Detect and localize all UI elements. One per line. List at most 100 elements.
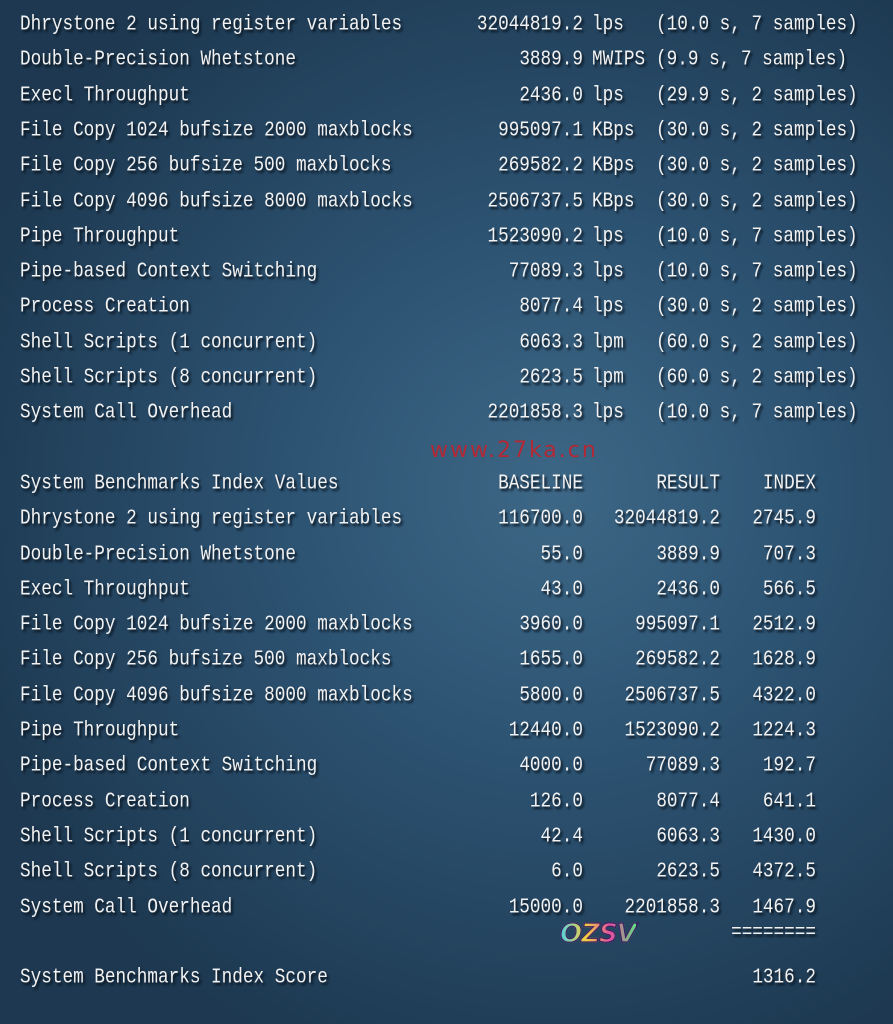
index-row: File Copy 4096 bufsize 8000 maxblocks 580… [0, 679, 893, 714]
benchmark-value: 8077.4 [519, 294, 583, 320]
benchmark-name: Pipe Throughput [20, 224, 180, 249]
benchmark-unit: MWIPS [592, 47, 646, 73]
result-value: 995097.1 [635, 612, 720, 637]
result-value: 77089.3 [645, 753, 720, 779]
result-row: Process Creation 8077.4 lps (30.0 s, 2 samp… [0, 290, 893, 325]
result-value: 8077.4 [656, 788, 720, 814]
baseline-value: 4000.0 [519, 753, 583, 779]
benchmark-value: 32044819.2 [476, 12, 583, 37]
benchmark-unit: lps [592, 12, 624, 37]
result-value: 2623.5 [656, 859, 720, 884]
separator-row: ======== [0, 916, 893, 951]
benchmark-name: Execl Throughput [20, 577, 190, 602]
index-row: File Copy 256 bufsize 500 maxblocks 1655.… [0, 643, 893, 678]
result-row: File Copy 4096 bufsize 8000 maxblocks 250… [0, 185, 893, 220]
benchmark-name: File Copy 4096 bufsize 8000 maxblocks [20, 682, 413, 708]
benchmark-name: File Copy 1024 bufsize 2000 maxblocks [20, 118, 413, 143]
benchmark-detail: (30.0 s, 2 samples) [656, 153, 858, 178]
index-value: 192.7 [762, 753, 816, 779]
benchmark-unit: KBps [592, 153, 635, 178]
benchmark-detail: (30.0 s, 2 samples) [656, 188, 858, 214]
result-row: File Copy 256 bufsize 500 maxblocks 26958… [0, 149, 893, 184]
result-row: File Copy 1024 bufsize 2000 maxblocks 995… [0, 114, 893, 149]
benchmark-unit: lps [592, 224, 624, 249]
separator: ======== [731, 920, 816, 945]
index-value: 1224.3 [752, 718, 816, 743]
benchmark-unit: KBps [592, 118, 635, 143]
result-value: 269582.2 [635, 647, 720, 673]
benchmark-name: Shell Scripts (8 concurrent) [20, 365, 318, 390]
benchmark-name: Shell Scripts (1 concurrent) [20, 329, 318, 355]
benchmark-name: Pipe-based Context Switching [20, 259, 318, 284]
index-row: Shell Scripts (8 concurrent) 6.0 2623.5 437… [0, 855, 893, 890]
result-header: RESULT [656, 471, 720, 496]
benchmark-unit: lps [592, 294, 624, 320]
watermark: www.27ka.cn [430, 438, 598, 463]
index-row: Execl Throughput 43.0 2436.0 566.5 [0, 573, 893, 608]
result-value: 2201858.3 [624, 894, 720, 920]
benchmark-detail: (9.9 s, 7 samples) [656, 47, 848, 73]
benchmark-detail: (10.0 s, 7 samples) [656, 224, 858, 249]
benchmark-name: Execl Throughput [20, 82, 190, 108]
index-value: 4322.0 [752, 682, 816, 708]
benchmark-value: 2201858.3 [487, 400, 583, 426]
benchmark-name: Process Creation [20, 788, 190, 814]
benchmark-value: 995097.1 [498, 118, 583, 143]
benchmark-value: 269582.2 [498, 153, 583, 178]
result-value: 2506737.5 [624, 682, 720, 708]
result-value: 3889.9 [656, 541, 720, 567]
result-row: Execl Throughput 2436.0 lps (29.9 s, 2 samp… [0, 79, 893, 114]
benchmark-unit: lps [592, 400, 624, 426]
result-row: Pipe-based Context Switching 77089.3 lps (1… [0, 255, 893, 290]
index-value: 1467.9 [752, 894, 816, 920]
result-row: Double-Precision Whetstone 3889.9 MWIPS (9.… [0, 43, 893, 78]
index-value: 1430.0 [752, 824, 816, 849]
benchmark-name: Double-Precision Whetstone [20, 47, 296, 73]
score-row: System Benchmarks Index Score 1316.2 [0, 961, 893, 996]
benchmark-name: Pipe-based Context Switching [20, 753, 318, 779]
score-label: System Benchmarks Index Score [20, 965, 328, 990]
index-value: 641.1 [762, 788, 816, 814]
benchmark-name: File Copy 4096 bufsize 8000 maxblocks [20, 188, 413, 214]
benchmark-value: 6063.3 [519, 329, 583, 355]
result-value: 1523090.2 [624, 718, 720, 743]
baseline-value: 55.0 [540, 541, 583, 567]
benchmark-detail: (30.0 s, 2 samples) [656, 118, 858, 143]
benchmark-name: Shell Scripts (8 concurrent) [20, 859, 318, 884]
benchmark-name: File Copy 256 bufsize 500 maxblocks [20, 153, 392, 178]
benchmark-unit: lpm [592, 329, 624, 355]
benchmark-value: 2623.5 [519, 365, 583, 390]
index-row: System Call Overhead 15000.0 2201858.3 1467… [0, 891, 893, 926]
result-row: Shell Scripts (8 concurrent) 2623.5 lpm (60… [0, 361, 893, 396]
benchmark-name: System Call Overhead [20, 894, 233, 920]
benchmark-value: 2506737.5 [487, 188, 583, 214]
index-row: Double-Precision Whetstone 55.0 3889.9 707.… [0, 538, 893, 573]
baseline-value: 116700.0 [498, 506, 583, 531]
baseline-header: BASELINE [498, 471, 583, 496]
index-row: File Copy 1024 bufsize 2000 maxblocks 396… [0, 608, 893, 643]
index-value: 707.3 [762, 541, 816, 567]
result-row: Pipe Throughput 1523090.2 lps (10.0 s, 7 sa… [0, 220, 893, 255]
baseline-value: 5800.0 [519, 682, 583, 708]
baseline-value: 12440.0 [508, 718, 583, 743]
index-row: Shell Scripts (1 concurrent) 42.4 6063.3 14… [0, 820, 893, 855]
baseline-value: 42.4 [540, 824, 583, 849]
index-row: Pipe Throughput 12440.0 1523090.2 1224.3 [0, 714, 893, 749]
benchmark-name: File Copy 1024 bufsize 2000 maxblocks [20, 612, 413, 637]
result-value: 6063.3 [656, 824, 720, 849]
result-value: 2436.0 [656, 577, 720, 602]
benchmark-name: Pipe Throughput [20, 718, 180, 743]
benchmark-name: Dhrystone 2 using register variables [20, 506, 403, 531]
benchmark-detail: (30.0 s, 2 samples) [656, 294, 858, 320]
baseline-value: 3960.0 [519, 612, 583, 637]
index-header-row: System Benchmarks Index Values BASELINE RE… [0, 467, 893, 502]
score-value: 1316.2 [752, 965, 816, 990]
result-row: Shell Scripts (1 concurrent) 6063.3 lpm (60… [0, 326, 893, 361]
index-value: 1628.9 [752, 647, 816, 673]
ozsv-logo: OZSV [559, 918, 637, 949]
result-value: 32044819.2 [613, 506, 720, 531]
benchmark-name: File Copy 256 bufsize 500 maxblocks [20, 647, 392, 673]
result-row: System Call Overhead 2201858.3 lps (10.0 s,… [0, 396, 893, 431]
benchmark-detail: (29.9 s, 2 samples) [656, 82, 858, 108]
benchmark-unit: lpm [592, 365, 624, 390]
